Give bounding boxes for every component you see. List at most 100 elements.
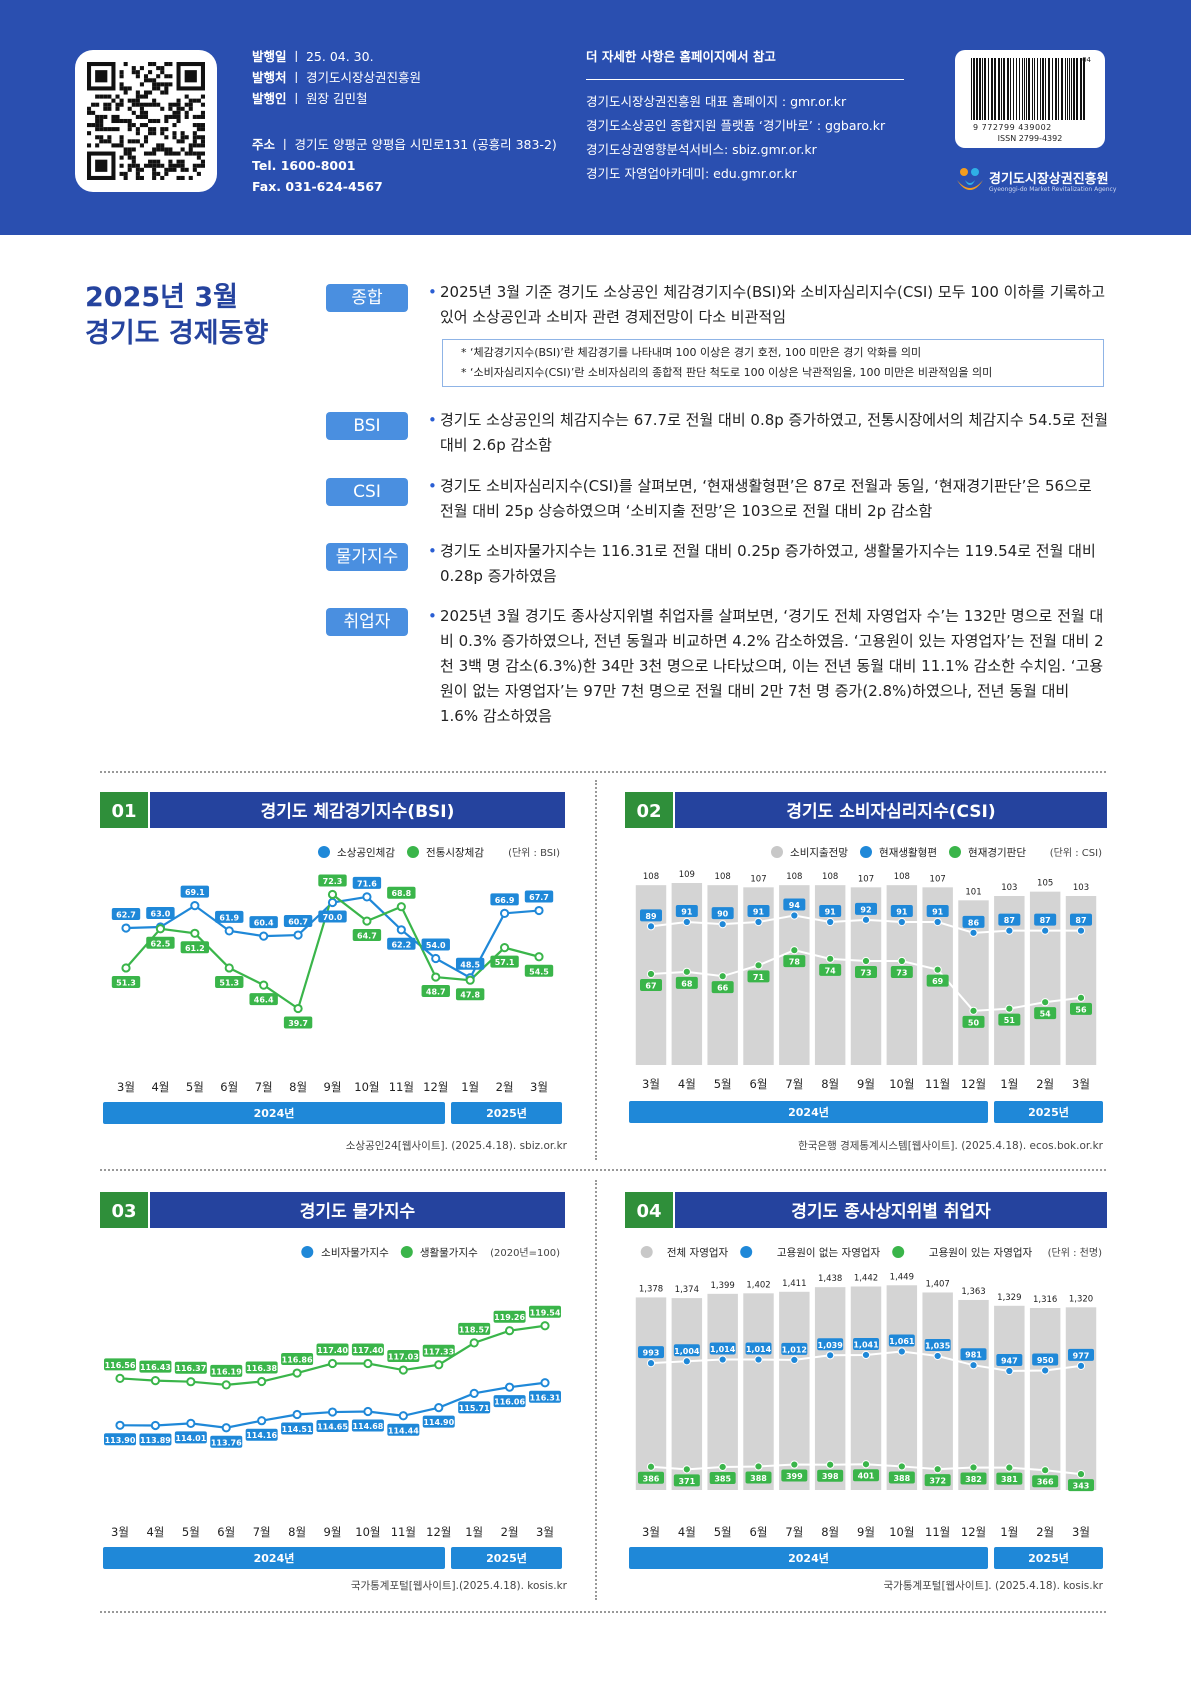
chart-title: 경기도 종사상지위별 취업자 [791, 1201, 991, 1222]
data-label-box [855, 966, 877, 978]
qr-module [148, 118, 153, 124]
legend-marker [771, 846, 783, 858]
data-label-box [104, 1358, 136, 1371]
qr-module [111, 118, 116, 124]
data-label-box [962, 915, 985, 928]
qr-module [139, 167, 144, 172]
data-label-box [781, 1469, 808, 1482]
data-label-box [1068, 1348, 1094, 1361]
data-label: 113.76 [211, 1438, 242, 1447]
qr-module [176, 151, 181, 156]
chart-unit: (단위 : 천명) [1048, 1246, 1102, 1259]
qr-module [107, 135, 112, 140]
page-title: 2025년 3월 경기도 경제동향 [85, 280, 268, 352]
data-label: 54.5 [529, 967, 549, 976]
qr-module [160, 66, 165, 71]
data-point [221, 1423, 231, 1433]
qr-module [127, 123, 132, 128]
divider-vertical-bottom [595, 1180, 597, 1600]
data-label-box [111, 975, 141, 988]
data-label-box [819, 905, 842, 917]
qr-module [192, 139, 197, 144]
data-label-box [711, 981, 734, 994]
qr-module [107, 139, 112, 144]
qr-module [87, 143, 92, 148]
data-label: 401 [858, 1472, 875, 1481]
bar [994, 1305, 1025, 1490]
data-label-box [249, 916, 278, 929]
qr-module [196, 163, 201, 168]
barcode-bar [1076, 58, 1078, 120]
data-label-box [490, 955, 519, 968]
link-edu[interactable]: 경기도 자영업아카데미: edu.gmr.or.kr [586, 166, 797, 181]
data-label: 62.7 [116, 911, 136, 920]
data-point [897, 956, 906, 966]
data-label: 60.4 [254, 919, 274, 928]
csi-text: • 경기도 소비자심리지수(CSI)를 살펴보면, ‘현재생활형편’은 87로 전… [428, 474, 1108, 524]
data-point [469, 1388, 479, 1398]
qr-module [200, 163, 205, 168]
data-point [115, 1373, 125, 1383]
data-label: 74 [825, 966, 837, 975]
data-label-box [351, 1343, 384, 1356]
data-point [534, 952, 544, 962]
qr-code[interactable] [75, 50, 217, 192]
qr-module [127, 86, 132, 91]
qr-module [131, 147, 136, 152]
qr-module [119, 163, 124, 168]
qr-module [180, 106, 185, 111]
qr-module [192, 98, 197, 103]
data-point [754, 961, 763, 970]
barcode-bar [1065, 58, 1066, 120]
chart-bsi: 01 경기도 체감경기지수(BSI) (단위 : BSI) 전통시장체감 소상공인체감 6… [100, 792, 565, 1124]
x-tick-label: 10월 [889, 1525, 914, 1539]
qr-module [192, 131, 197, 136]
data-point [121, 963, 131, 973]
qr-module [135, 167, 140, 172]
data-label-box [855, 902, 877, 915]
qr-module [111, 114, 116, 119]
qr-module [156, 82, 161, 87]
data-point [646, 1462, 656, 1471]
data-label: 73 [860, 969, 871, 978]
qr-module [87, 110, 92, 115]
qr-module [131, 139, 136, 144]
data-point [933, 1465, 942, 1474]
qr-module [143, 151, 149, 156]
data-point [224, 926, 234, 936]
link-ggbaro[interactable]: 경기도소상공인 종합지원 플랫폼 ‘경기바로’ : ggbaro.kr [586, 118, 886, 133]
qr-module [168, 102, 173, 107]
data-label-box [210, 1364, 243, 1377]
data-label-box [529, 1305, 561, 1318]
bar-value-label: 1,374 [675, 1285, 699, 1295]
qr-module [168, 159, 173, 164]
barcode-bar [982, 58, 983, 120]
link-sbiz[interactable]: 경기도상권영향분석서비스: sbiz.gmr.or.kr [586, 142, 817, 157]
qr-module [95, 143, 100, 148]
link-homepage[interactable]: 경기도시장상권진흥원 대표 홈페이지 : gmr.or.kr [586, 94, 847, 109]
x-tick-label: 3월 [642, 1077, 660, 1091]
barcode-bar [979, 58, 981, 120]
x-tick-label: 6월 [217, 1525, 235, 1539]
data-point [398, 1365, 408, 1375]
qr-module [176, 102, 181, 107]
chart-price: 03 경기도 물가지수 (2020년=100) 생활물가지수 소비자물가지수 113.90… [100, 1192, 565, 1569]
data-label-box [174, 1361, 207, 1374]
data-point [431, 953, 441, 964]
qr-module [180, 147, 185, 152]
year-label-2025: 2025년 [1028, 1105, 1069, 1119]
barcode-bar [1037, 58, 1038, 120]
qr-module [160, 175, 165, 180]
data-label: 117.40 [352, 1346, 383, 1355]
data-label-box [1034, 1007, 1057, 1020]
data-point [754, 1462, 763, 1471]
qr-module [164, 167, 169, 172]
qr-module [184, 94, 189, 99]
qr-module [164, 82, 169, 87]
x-tick-label: 1월 [1000, 1077, 1018, 1091]
qr-module [143, 123, 149, 128]
qr-module [196, 143, 201, 148]
bar-value-label: 107 [930, 874, 946, 884]
data-label-box [638, 1346, 664, 1359]
year-label-2024: 2024년 [254, 1551, 295, 1565]
